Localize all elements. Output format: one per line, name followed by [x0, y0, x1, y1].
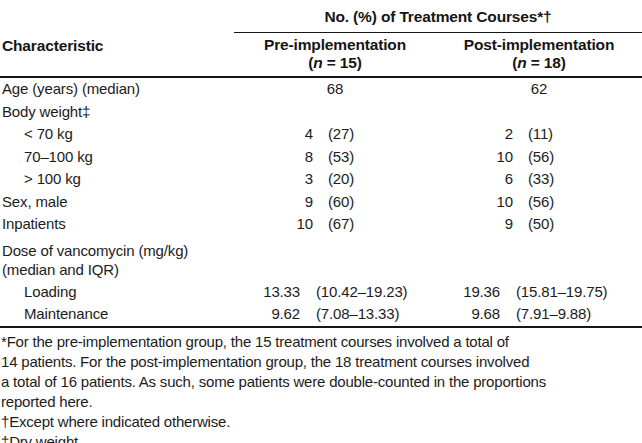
post-count: 10 — [436, 191, 513, 214]
pre-count: 10 — [234, 213, 313, 236]
pre-percent: (7.08–13.33) — [313, 303, 436, 327]
pre-implementation-n: (n = 15) — [234, 54, 436, 72]
pre-count: 9.62 — [234, 303, 313, 327]
row-label: Age (years) (median) — [0, 77, 234, 101]
row-label: Maintenance — [0, 303, 234, 327]
table-row: Loading13.33(10.42–19.23)19.36(15.81–19.… — [0, 281, 642, 304]
row-label: Inpatients — [0, 213, 234, 236]
pre-percent: (10.42–19.23) — [313, 281, 436, 304]
post-percent: (11) — [513, 123, 642, 146]
post-count: 6 — [436, 168, 513, 191]
table-header: No. (%) of Treatment Courses*† Character… — [0, 0, 642, 77]
table-row: Age (years) (median)6862 — [0, 77, 642, 101]
pre-value: 68 — [234, 77, 436, 101]
table-row: < 70 kg4(27)2(11) — [0, 123, 642, 146]
row-label: Sex, male — [0, 191, 234, 214]
pre-percent: (20) — [313, 168, 436, 191]
post-count: 19.36 — [436, 281, 513, 304]
post-value: 62 — [436, 77, 642, 101]
post-count: 9.68 — [436, 303, 513, 327]
post-count: 9 — [436, 213, 513, 236]
pre-percent: (27) — [313, 123, 436, 146]
post-percent: (50) — [513, 213, 642, 236]
row-label: Loading — [0, 281, 234, 304]
footnote-line: †Except where indicated otherwise. — [1, 412, 642, 432]
column-header-row: Characteristic Pre-implementation (n = 1… — [0, 33, 642, 78]
footnotes: *For the pre-implementation group, the 1… — [0, 328, 642, 443]
pre-percent: (53) — [313, 146, 436, 169]
pre-count: 4 — [234, 123, 313, 146]
pre-implementation-title: Pre-implementation — [234, 36, 436, 54]
footnote-line: *For the pre-implementation group, the 1… — [1, 332, 642, 352]
post-count: 10 — [436, 146, 513, 169]
corner-cell — [0, 0, 234, 33]
characteristic-heading: Characteristic — [0, 33, 234, 78]
table-row: Sex, male9(60)10(56) — [0, 191, 642, 214]
table-row: Body weight‡ — [0, 101, 642, 124]
pre-count: 8 — [234, 146, 313, 169]
post-implementation-heading: Post-implementation (n = 18) — [436, 33, 642, 78]
post-percent: (7.91–9.88) — [513, 303, 642, 327]
pre-count: 3 — [234, 168, 313, 191]
row-label: 70–100 kg — [0, 146, 234, 169]
empty-cell — [234, 236, 642, 281]
pre-count: 13.33 — [234, 281, 313, 304]
table-row: 70–100 kg8(53)10(56) — [0, 146, 642, 169]
spanner-row: No. (%) of Treatment Courses*† — [0, 0, 642, 33]
post-percent: (33) — [513, 168, 642, 191]
table-row: Dose of vancomycin (mg/kg)(median and IQ… — [0, 236, 642, 281]
empty-cell — [234, 101, 642, 124]
footnote-line: ‡Dry weight. — [1, 432, 642, 443]
post-percent: (56) — [513, 146, 642, 169]
pre-percent: (60) — [313, 191, 436, 214]
row-label: < 70 kg — [0, 123, 234, 146]
footnote-line: a total of 16 patients. As such, some pa… — [1, 372, 642, 392]
spanner-heading: No. (%) of Treatment Courses*† — [234, 0, 642, 33]
table-row: > 100 kg3(20)6(33) — [0, 168, 642, 191]
table-body: Age (years) (median)6862Body weight‡< 70… — [0, 77, 642, 327]
row-label: Dose of vancomycin (mg/kg)(median and IQ… — [0, 236, 234, 281]
table-row: Inpatients10(67)9(50) — [0, 213, 642, 236]
post-count: 2 — [436, 123, 513, 146]
table-figure: No. (%) of Treatment Courses*† Character… — [0, 0, 642, 443]
row-label: > 100 kg — [0, 168, 234, 191]
pre-count: 9 — [234, 191, 313, 214]
row-label: Body weight‡ — [0, 101, 234, 124]
footnote-line: reported here. — [1, 392, 642, 412]
post-percent: (15.81–19.75) — [513, 281, 642, 304]
table-row: Maintenance9.62(7.08–13.33)9.68(7.91–9.8… — [0, 303, 642, 327]
characteristics-table: No. (%) of Treatment Courses*† Character… — [0, 0, 642, 328]
footnote-line: 14 patients. For the post-implementation… — [1, 352, 642, 372]
post-percent: (56) — [513, 191, 642, 214]
post-implementation-n: (n = 18) — [436, 54, 642, 72]
post-implementation-title: Post-implementation — [436, 36, 642, 54]
pre-implementation-heading: Pre-implementation (n = 15) — [234, 33, 436, 78]
pre-percent: (67) — [313, 213, 436, 236]
